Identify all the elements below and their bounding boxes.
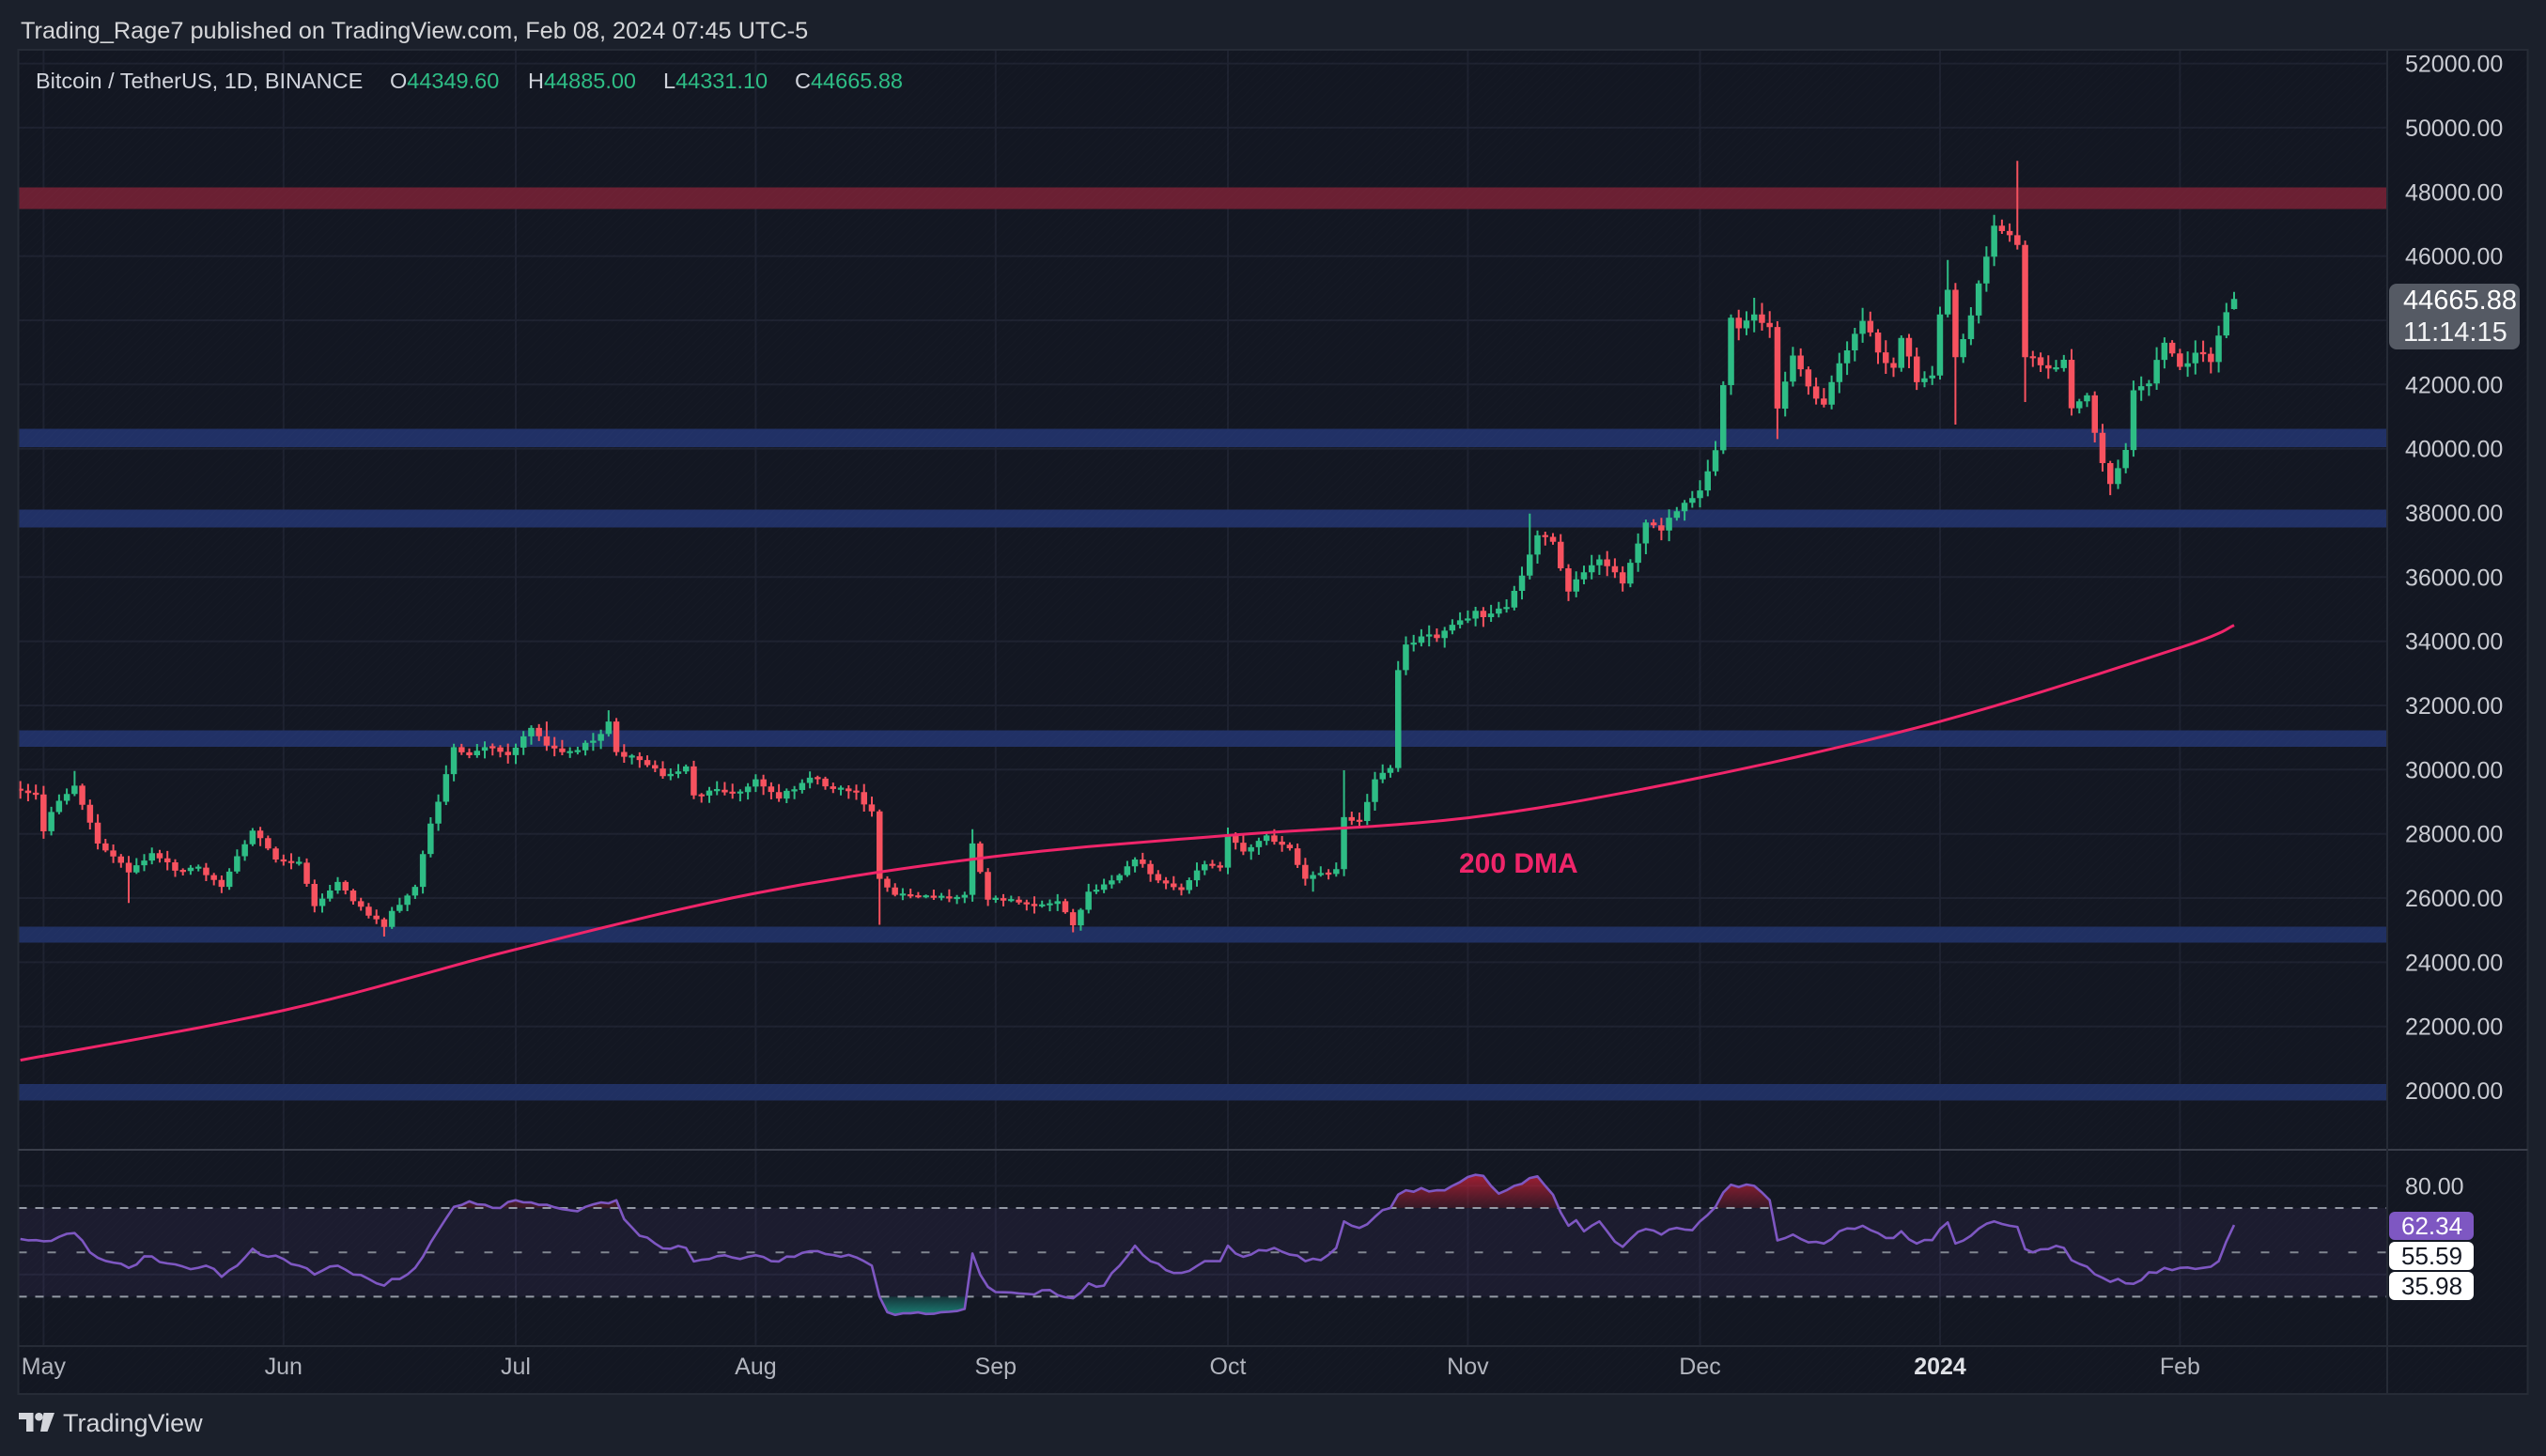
svg-text:52000.00: 52000.00	[2405, 52, 2503, 78]
svg-text:Jul: Jul	[501, 1354, 531, 1380]
svg-text:C44665.88: C44665.88	[795, 69, 903, 93]
svg-text:May: May	[22, 1354, 67, 1380]
svg-text:Feb: Feb	[2160, 1354, 2200, 1380]
svg-text:24000.00: 24000.00	[2405, 950, 2503, 976]
svg-text:200 DMA: 200 DMA	[1459, 848, 1578, 879]
svg-text:Bitcoin / TetherUS, 1D, BINANC: Bitcoin / TetherUS, 1D, BINANCE	[36, 69, 363, 93]
svg-text:Sep: Sep	[975, 1354, 1017, 1380]
svg-text:20000.00: 20000.00	[2405, 1078, 2503, 1105]
svg-text:28000.00: 28000.00	[2405, 822, 2503, 848]
svg-text:Trading_Rage7 published on Tra: Trading_Rage7 published on TradingView.c…	[21, 18, 808, 44]
svg-text:80.00: 80.00	[2405, 1173, 2464, 1200]
svg-text:L44331.10: L44331.10	[663, 69, 768, 93]
svg-text:26000.00: 26000.00	[2405, 886, 2503, 912]
svg-text:50000.00: 50000.00	[2405, 116, 2503, 142]
svg-text:34000.00: 34000.00	[2405, 629, 2503, 656]
svg-text:H44885.00: H44885.00	[528, 69, 636, 93]
svg-text:2024: 2024	[1914, 1354, 1966, 1380]
svg-text:32000.00: 32000.00	[2405, 693, 2503, 720]
svg-text:40000.00: 40000.00	[2405, 437, 2503, 463]
svg-text:44665.88: 44665.88	[2403, 286, 2517, 316]
svg-text:46000.00: 46000.00	[2405, 244, 2503, 271]
svg-text:TradingView: TradingView	[63, 1409, 203, 1437]
svg-text:Jun: Jun	[265, 1354, 303, 1380]
svg-text:Nov: Nov	[1447, 1354, 1489, 1380]
svg-text:Aug: Aug	[735, 1354, 776, 1380]
svg-text:62.34: 62.34	[2401, 1212, 2462, 1240]
svg-text:O44349.60: O44349.60	[390, 69, 499, 93]
svg-text:30000.00: 30000.00	[2405, 757, 2503, 783]
svg-text:35.98: 35.98	[2401, 1272, 2462, 1300]
svg-text:Dec: Dec	[1679, 1354, 1720, 1380]
svg-text:11:14:15: 11:14:15	[2403, 318, 2507, 348]
svg-text:38000.00: 38000.00	[2405, 501, 2503, 527]
svg-text:Oct: Oct	[1210, 1354, 1247, 1380]
svg-text:36000.00: 36000.00	[2405, 565, 2503, 591]
svg-text:42000.00: 42000.00	[2405, 372, 2503, 398]
svg-text:22000.00: 22000.00	[2405, 1015, 2503, 1041]
svg-text:48000.00: 48000.00	[2405, 179, 2503, 206]
svg-text:55.59: 55.59	[2401, 1242, 2462, 1270]
